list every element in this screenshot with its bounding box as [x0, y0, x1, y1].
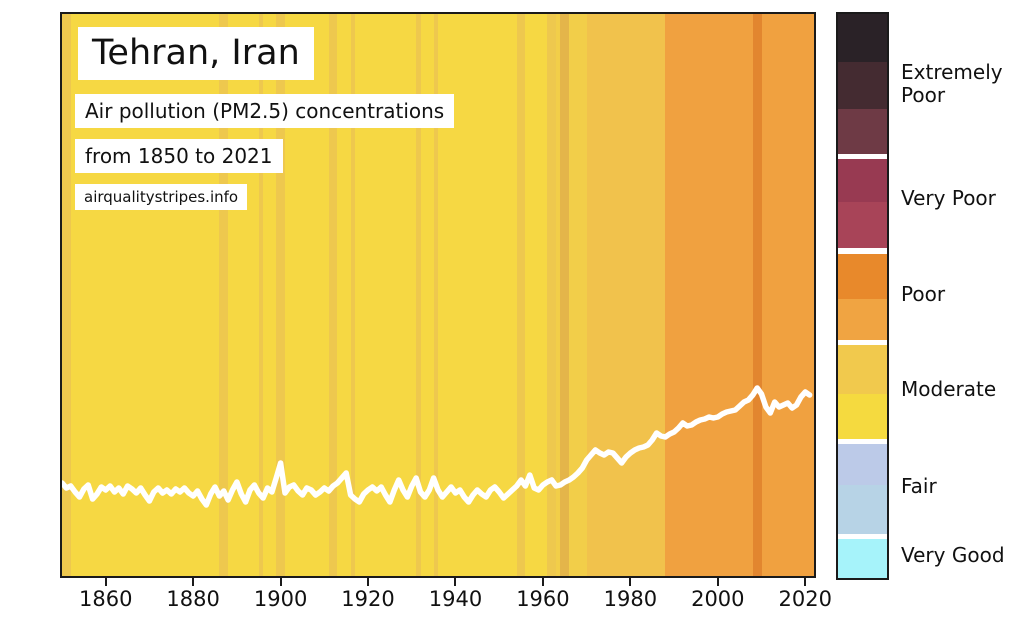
legend-color-segment	[838, 202, 887, 248]
x-axis-tick-label: 2020	[778, 587, 832, 611]
legend-label: Very Good	[901, 543, 1005, 567]
legend-label: Fair	[901, 474, 937, 498]
x-axis-tick-label: 1860	[78, 587, 133, 611]
x-axis-tick	[192, 578, 195, 586]
year-stripe	[328, 14, 338, 576]
year-stripe	[525, 14, 548, 576]
year-stripe	[752, 14, 763, 576]
legend-color-segment	[838, 345, 887, 394]
year-stripe	[569, 14, 588, 576]
legend-color-segment	[838, 254, 887, 299]
year-stripe	[665, 14, 754, 576]
year-stripe	[337, 14, 352, 576]
year-stripe	[761, 14, 814, 576]
year-stripe	[420, 14, 435, 576]
year-stripe	[219, 14, 229, 576]
year-stripe	[586, 14, 666, 576]
legend-color-segment	[838, 444, 887, 485]
year-stripe	[516, 14, 526, 576]
x-axis-tick	[541, 578, 544, 586]
year-stripe	[416, 14, 421, 576]
x-axis-tick	[367, 578, 370, 586]
x-axis-tick-label: 1940	[428, 587, 483, 611]
year-stripe	[560, 14, 570, 576]
legend-color-segment	[838, 109, 887, 154]
legend-colorbar	[836, 12, 889, 580]
year-stripe	[62, 14, 72, 576]
x-axis-tick-label: 1900	[253, 587, 308, 611]
year-stripe	[276, 14, 286, 576]
legend-color-segment	[838, 340, 887, 345]
chart-title: Tehran, Iran	[78, 27, 314, 80]
legend-color-segment	[838, 62, 887, 109]
legend-color-segment	[838, 439, 887, 444]
legend-color-segment	[838, 539, 887, 578]
x-axis-tick	[804, 578, 807, 586]
x-axis-tick-label: 1960	[516, 587, 570, 611]
legend-label: Very Poor	[901, 186, 996, 210]
legend-color-segment	[838, 299, 887, 340]
x-axis-tick	[629, 578, 632, 586]
legend-color-segment	[838, 159, 887, 202]
x-axis-tick	[279, 578, 282, 586]
legend-label: Extremely Poor	[901, 60, 1003, 107]
year-stripe	[433, 14, 439, 576]
year-stripe	[556, 14, 561, 576]
x-axis-tick-label: 1980	[603, 587, 658, 611]
year-stripe	[547, 14, 557, 576]
x-axis-tick-label: 2000	[691, 587, 745, 611]
legend-label: Moderate	[901, 377, 997, 401]
year-stripe	[350, 14, 356, 576]
legend-color-segment	[838, 154, 887, 159]
pm25-trend-line	[62, 385, 813, 508]
legend-label: Poor	[901, 282, 946, 306]
chart-subtitle: Air pollution (PM2.5) concentrations	[75, 94, 455, 128]
legend-color-segment	[838, 394, 887, 439]
legend-color-segment	[838, 485, 887, 534]
x-axis-tick	[104, 578, 107, 586]
year-stripe	[258, 14, 264, 576]
x-axis-tick	[716, 578, 719, 586]
legend-color-segment	[838, 534, 887, 539]
chart-source-url: airqualitystripes.info	[75, 184, 248, 210]
x-axis-tick	[454, 578, 457, 586]
x-axis-tick-label: 1880	[166, 587, 220, 611]
chart-period-label: from 1850 to 2021	[75, 139, 283, 173]
legend-color-segment	[838, 248, 887, 254]
x-axis-tick-label: 1920	[341, 587, 395, 611]
legend-color-segment	[838, 14, 887, 62]
